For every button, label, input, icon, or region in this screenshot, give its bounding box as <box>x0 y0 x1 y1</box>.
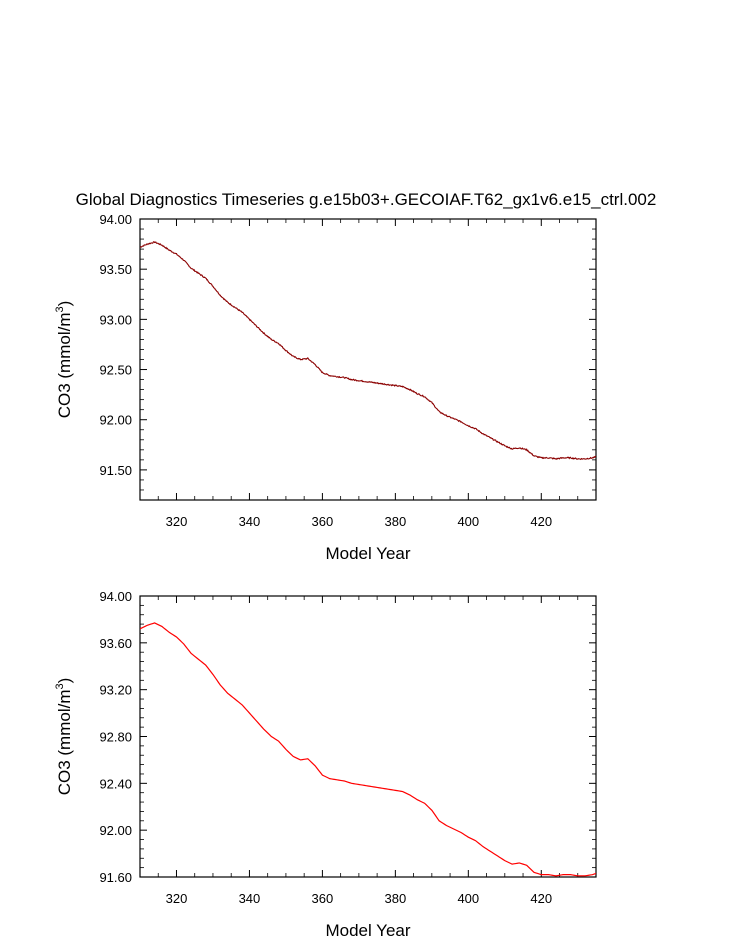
y-tick-label: 93.60 <box>99 636 132 651</box>
x-axis-label: Model Year <box>325 544 410 563</box>
plot-frame <box>139 595 597 878</box>
y-axis-label-superscript: 3 <box>54 306 66 312</box>
y-tick-label: 94.00 <box>99 212 132 227</box>
y-tick-label: 94.00 <box>99 589 132 604</box>
plot-frame <box>139 218 597 501</box>
x-axis-label: Model Year <box>325 921 410 940</box>
x-tick-label: 380 <box>385 514 407 529</box>
x-tick-label: 380 <box>385 891 407 906</box>
bottom-panel: 320 340 360 380 400 420 91.60 92.00 92.40 92.80 93… <box>54 589 597 940</box>
y-axis-label-superscript: 3 <box>54 683 66 689</box>
y-tick-label: 91.60 <box>99 870 132 885</box>
y-axis-label-close: ) <box>55 678 74 684</box>
x-tick-label: 420 <box>530 891 552 906</box>
y-tick-label: 93.20 <box>99 683 132 698</box>
x-tick-label: 320 <box>166 514 188 529</box>
x-tick-label: 360 <box>312 891 334 906</box>
top-panel: 320 340 360 380 400 420 91.50 92.00 92.50 93.00 93… <box>54 212 597 563</box>
x-tick-label: 360 <box>312 514 334 529</box>
x-tick-label: 320 <box>166 891 188 906</box>
chart-title: Global Diagnostics Timeseries g.e15b03+.… <box>76 190 657 209</box>
y-tick-label: 92.00 <box>99 413 132 428</box>
series-line <box>140 622 596 877</box>
x-tick-label: 400 <box>457 891 479 906</box>
y-tick-label: 92.00 <box>99 823 132 838</box>
series-line <box>140 241 596 461</box>
x-tick-label: 340 <box>239 891 261 906</box>
y-axis-label: CO3 (mmol/m3) <box>54 301 74 419</box>
x-tick-label: 340 <box>239 514 261 529</box>
y-tick-label: 92.40 <box>99 776 132 791</box>
y-tick-label: 91.50 <box>99 463 132 478</box>
y-tick-label: 93.00 <box>99 312 132 327</box>
y-axis-label-text: CO3 (mmol/m <box>55 690 74 796</box>
y-axis-label: CO3 (mmol/m3) <box>54 678 74 796</box>
y-axis-label-close: ) <box>55 301 74 307</box>
y-tick-label: 92.80 <box>99 730 132 745</box>
x-tick-label: 400 <box>457 514 479 529</box>
y-tick-label: 93.50 <box>99 262 132 277</box>
y-tick-label: 92.50 <box>99 363 132 378</box>
x-tick-label: 420 <box>530 514 552 529</box>
y-axis-label-text: CO3 (mmol/m <box>55 313 74 419</box>
